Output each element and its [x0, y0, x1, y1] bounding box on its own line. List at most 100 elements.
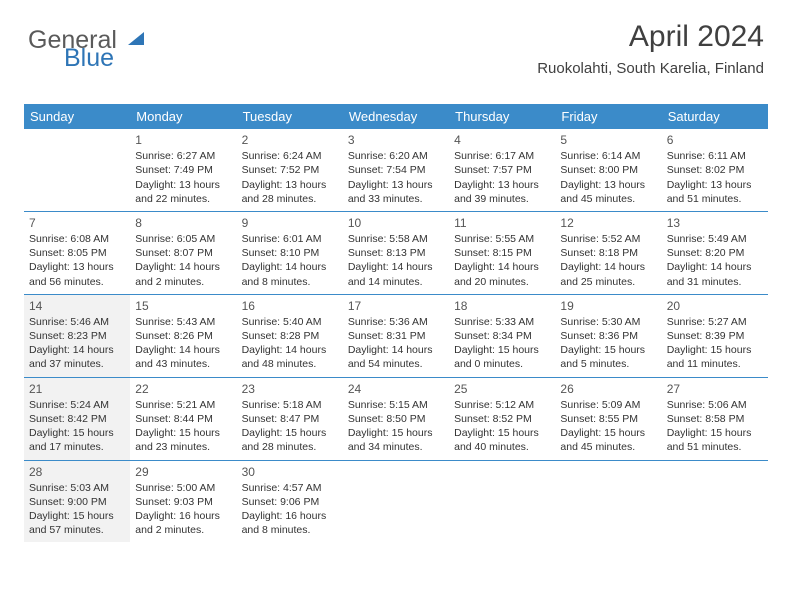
day-dl1: Daylight: 16 hours [135, 509, 231, 523]
day-sunset: Sunset: 7:57 PM [454, 163, 550, 177]
title-block: April 2024 Ruokolahti, South Karelia, Fi… [537, 20, 764, 77]
calendar-day: 20Sunrise: 5:27 AMSunset: 8:39 PMDayligh… [662, 295, 768, 377]
day-sunset: Sunset: 8:44 PM [135, 412, 231, 426]
day-number: 22 [135, 381, 231, 397]
day-sunrise: Sunrise: 4:57 AM [242, 481, 338, 495]
day-number: 30 [242, 464, 338, 480]
day-sunset: Sunset: 8:05 PM [29, 246, 125, 260]
day-dl2: and 28 minutes. [242, 192, 338, 206]
day-sunrise: Sunrise: 5:33 AM [454, 315, 550, 329]
calendar-week: 14Sunrise: 5:46 AMSunset: 8:23 PM Dayligh… [24, 295, 768, 378]
weekday-header-row: SundayMondayTuesdayWednesdayThursdayFrid… [24, 104, 768, 129]
day-number: 8 [135, 215, 231, 231]
day-number: 25 [454, 381, 550, 397]
day-sunrise: Sunrise: 6:24 AM [242, 149, 338, 163]
day-number: 17 [348, 298, 444, 314]
day-sunrise: Sunrise: 5:24 AM [29, 398, 125, 412]
day-sunrise: Sunrise: 6:11 AM [667, 149, 763, 163]
day-sunrise: Sunrise: 5:40 AM [242, 315, 338, 329]
day-sunrise: Sunrise: 5:46 AM [29, 315, 125, 329]
day-sunset: Sunset: 8:26 PM [135, 329, 231, 343]
day-dl2: and 48 minutes. [242, 357, 338, 371]
day-dl1: Daylight: 15 hours [454, 343, 550, 357]
day-dl1: Daylight: 15 hours [29, 509, 125, 523]
day-sunrise: Sunrise: 5:03 AM [29, 481, 125, 495]
calendar-day: 3Sunrise: 6:20 AMSunset: 7:54 PMDaylight… [343, 129, 449, 211]
calendar-day: 6Sunrise: 6:11 AMSunset: 8:02 PMDaylight… [662, 129, 768, 211]
weekday-header: Wednesday [343, 104, 449, 129]
day-dl1: Daylight: 13 hours [242, 178, 338, 192]
day-sunrise: Sunrise: 6:01 AM [242, 232, 338, 246]
calendar-day: 18Sunrise: 5:33 AMSunset: 8:34 PMDayligh… [449, 295, 555, 377]
day-sunset: Sunset: 8:02 PM [667, 163, 763, 177]
calendar-day: 15Sunrise: 5:43 AMSunset: 8:26 PMDayligh… [130, 295, 236, 377]
day-sunset: Sunset: 8:23 PM [29, 329, 125, 343]
day-sunset: Sunset: 8:18 PM [560, 246, 656, 260]
calendar-day: 14Sunrise: 5:46 AMSunset: 8:23 PMDayligh… [24, 295, 130, 377]
day-dl2: and 22 minutes. [135, 192, 231, 206]
calendar-day-empty [662, 461, 768, 543]
day-sunrise: Sunrise: 5:52 AM [560, 232, 656, 246]
day-dl1: Daylight: 14 hours [348, 343, 444, 357]
calendar-week: 1Sunrise: 6:27 AMSunset: 7:49 PMDaylight… [24, 129, 768, 212]
calendar-day: 9Sunrise: 6:01 AMSunset: 8:10 PMDaylight… [237, 212, 343, 294]
day-sunrise: Sunrise: 5:06 AM [667, 398, 763, 412]
logo-triangle-icon [128, 32, 144, 45]
day-dl1: Daylight: 15 hours [29, 426, 125, 440]
day-dl1: Daylight: 16 hours [242, 509, 338, 523]
day-number: 24 [348, 381, 444, 397]
day-number: 10 [348, 215, 444, 231]
calendar-day: 21Sunrise: 5:24 AMSunset: 8:42 PMDayligh… [24, 378, 130, 460]
day-number: 13 [667, 215, 763, 231]
day-dl2: and 5 minutes. [560, 357, 656, 371]
day-number: 23 [242, 381, 338, 397]
day-dl2: and 40 minutes. [454, 440, 550, 454]
day-sunset: Sunset: 8:15 PM [454, 246, 550, 260]
weekday-header: Sunday [24, 104, 130, 129]
day-sunrise: Sunrise: 5:15 AM [348, 398, 444, 412]
calendar-day: 28Sunrise: 5:03 AMSunset: 9:00 PMDayligh… [24, 461, 130, 543]
day-dl1: Daylight: 13 hours [29, 260, 125, 274]
day-dl1: Daylight: 14 hours [667, 260, 763, 274]
day-sunrise: Sunrise: 6:08 AM [29, 232, 125, 246]
day-sunset: Sunset: 8:47 PM [242, 412, 338, 426]
day-dl2: and 25 minutes. [560, 275, 656, 289]
calendar-day: 13Sunrise: 5:49 AMSunset: 8:20 PMDayligh… [662, 212, 768, 294]
day-dl2: and 45 minutes. [560, 192, 656, 206]
day-sunrise: Sunrise: 5:55 AM [454, 232, 550, 246]
day-sunset: Sunset: 8:31 PM [348, 329, 444, 343]
day-dl2: and 54 minutes. [348, 357, 444, 371]
weekday-header: Tuesday [237, 104, 343, 129]
day-dl2: and 8 minutes. [242, 523, 338, 537]
calendar-day: 17Sunrise: 5:36 AMSunset: 8:31 PMDayligh… [343, 295, 449, 377]
day-sunset: Sunset: 8:58 PM [667, 412, 763, 426]
day-sunrise: Sunrise: 6:27 AM [135, 149, 231, 163]
day-sunrise: Sunrise: 6:20 AM [348, 149, 444, 163]
day-sunrise: Sunrise: 5:12 AM [454, 398, 550, 412]
day-dl2: and 34 minutes. [348, 440, 444, 454]
weekday-header: Thursday [449, 104, 555, 129]
calendar-day-empty [343, 461, 449, 543]
day-number: 7 [29, 215, 125, 231]
day-dl1: Daylight: 15 hours [667, 343, 763, 357]
day-number: 19 [560, 298, 656, 314]
day-number: 9 [242, 215, 338, 231]
day-dl2: and 23 minutes. [135, 440, 231, 454]
day-dl1: Daylight: 14 hours [135, 260, 231, 274]
day-number: 21 [29, 381, 125, 397]
day-dl2: and 11 minutes. [667, 357, 763, 371]
day-dl2: and 20 minutes. [454, 275, 550, 289]
weekday-header: Saturday [662, 104, 768, 129]
day-sunrise: Sunrise: 5:58 AM [348, 232, 444, 246]
day-dl2: and 28 minutes. [242, 440, 338, 454]
calendar-day: 1Sunrise: 6:27 AMSunset: 7:49 PMDaylight… [130, 129, 236, 211]
day-number: 14 [29, 298, 125, 314]
calendar-day: 5Sunrise: 6:14 AMSunset: 8:00 PMDaylight… [555, 129, 661, 211]
day-dl2: and 51 minutes. [667, 440, 763, 454]
day-dl1: Daylight: 14 hours [454, 260, 550, 274]
day-number: 15 [135, 298, 231, 314]
day-number: 4 [454, 132, 550, 148]
calendar-day: 30Sunrise: 4:57 AMSunset: 9:06 PMDayligh… [237, 461, 343, 543]
day-sunset: Sunset: 8:20 PM [667, 246, 763, 260]
day-number: 6 [667, 132, 763, 148]
